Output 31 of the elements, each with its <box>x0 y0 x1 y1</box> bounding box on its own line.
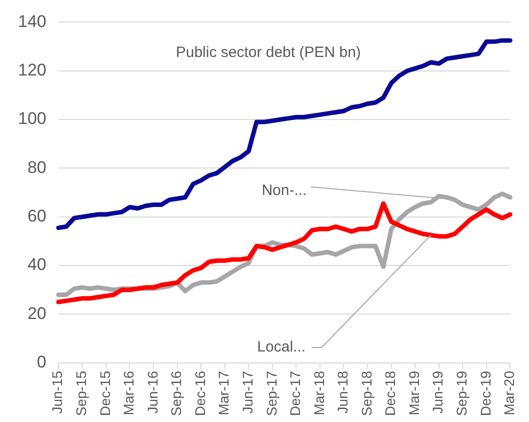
y-tick-label: 80 <box>27 158 46 177</box>
x-tick-label: Sep-19 <box>454 370 470 416</box>
y-tick-label: 100 <box>18 109 46 128</box>
x-tick-label: Dec-18 <box>382 370 398 416</box>
x-tick-label: Dec-16 <box>192 370 208 416</box>
y-tick-label: 60 <box>27 206 46 226</box>
text: Non-... <box>262 182 307 199</box>
text: Public sector debt (PEN bn) <box>176 44 361 61</box>
x-tick-label: Mar-18 <box>310 370 327 416</box>
x-tick-label: Sep-16 <box>168 370 184 416</box>
y-tick-label: 40 <box>27 255 46 274</box>
y-tick-label: 140 <box>18 12 46 31</box>
x-tick-label: Jun-15 <box>49 370 66 414</box>
x-tick-label: Sep-17 <box>263 370 280 416</box>
x-tick-label: Dec-17 <box>287 370 304 416</box>
y-tick-label: 120 <box>18 60 46 80</box>
x-tick-label: Jun-19 <box>430 370 446 414</box>
x-tick-label: Mar-16 <box>120 370 137 416</box>
x-tick-label: Mar-19 <box>406 370 422 416</box>
x-tick-label: Jun-17 <box>239 370 256 414</box>
y-tick-label: 0 <box>36 352 46 372</box>
x-tick-label: Mar-20 <box>501 370 518 416</box>
x-tick-label: Sep-18 <box>358 370 374 416</box>
x-tick-label: Mar-17 <box>216 370 232 416</box>
x-tick-label: Dec-15 <box>96 370 113 416</box>
y-tick-label: 20 <box>27 304 46 323</box>
x-tick-label: Jun-18 <box>334 370 351 414</box>
text: Local... <box>257 338 306 356</box>
x-tick-label: Dec-19 <box>477 370 494 416</box>
x-tick-label: Jun-16 <box>144 370 160 414</box>
x-tick-label: Sep-15 <box>73 370 90 416</box>
